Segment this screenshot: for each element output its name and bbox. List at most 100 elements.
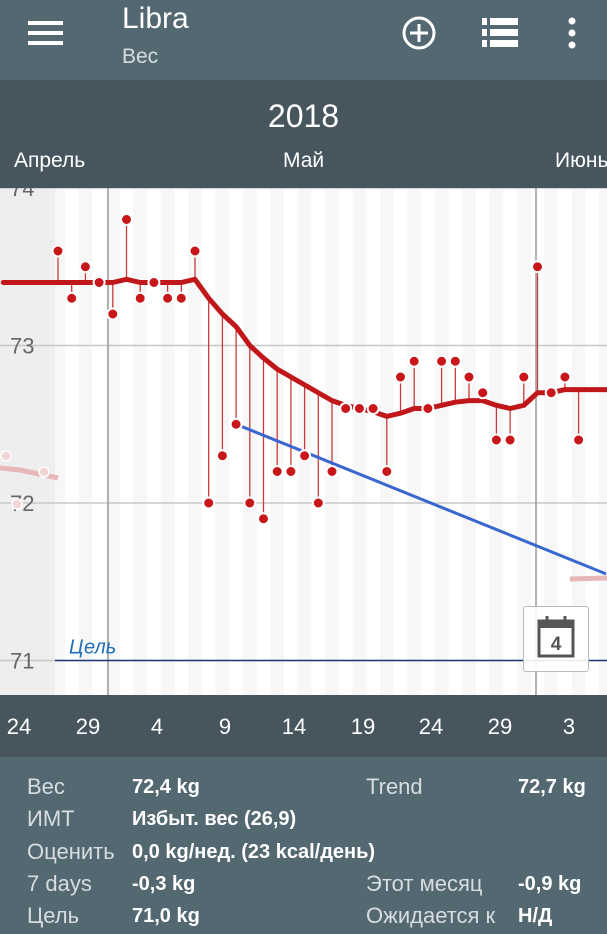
measurement-point[interactable] [503, 433, 517, 447]
day-band [229, 188, 243, 695]
stat-value-estimate: 0,0 kg/нед. (23 kcal/день) [132, 841, 376, 863]
measurement-point[interactable] [352, 402, 366, 415]
measurement-point[interactable] [229, 417, 243, 431]
day-band [366, 188, 380, 695]
day-band [119, 188, 134, 695]
x-tick-label: 19 [350, 714, 376, 739]
app-title: Libra [122, 2, 189, 35]
month-label: Апрель [14, 149, 86, 172]
measurement-point[interactable] [572, 433, 586, 447]
stat-label-trend: Trend [366, 774, 423, 799]
measurement-point[interactable] [366, 402, 380, 415]
more-vert-icon[interactable] [566, 17, 578, 49]
stat-value-trend: 72,7 kg [518, 776, 586, 798]
measurement-point[interactable] [448, 354, 462, 368]
measurement-point[interactable] [243, 496, 257, 510]
trend-line-faded [0, 465, 59, 481]
x-tick-label: 24 [6, 714, 32, 739]
measurement-point[interactable] [270, 465, 284, 478]
weight-chart-svg[interactable]: 74737271 Цель [0, 188, 607, 695]
weight-chart[interactable]: 74737271 Цель 4 [0, 188, 607, 695]
stat-label-bmi: ИМТ [27, 806, 75, 831]
measurement-point[interactable] [65, 291, 79, 305]
trend-line-faded [569, 575, 607, 582]
stat-label-7days: 7 days [27, 871, 92, 896]
day-band [475, 188, 490, 695]
measurement-point[interactable] [462, 370, 476, 384]
chart-header: 2018 Апрель Май Июнь [0, 80, 607, 188]
y-tick-label: 74 [10, 188, 34, 201]
measurement-point[interactable] [298, 449, 312, 463]
stat-label-goal: Цель [27, 903, 80, 928]
measurement-point[interactable] [78, 260, 92, 274]
measurement-point-faded [38, 466, 50, 478]
day-band [558, 188, 572, 695]
measurement-point[interactable] [311, 496, 325, 510]
stat-label-this-month: Этот месяц [366, 871, 483, 896]
measurement-point[interactable] [476, 386, 490, 400]
measurement-point[interactable] [161, 291, 175, 305]
measurement-point[interactable] [147, 276, 161, 289]
stats-panel: Вес 72,4 kg Trend 72,7 kg ИМТ Избыт. вес… [0, 757, 607, 934]
measurement-point[interactable] [489, 433, 503, 447]
stat-label-expected: Ожидается к [366, 903, 496, 928]
goal-label: Цель [69, 637, 116, 659]
stat-value-7days: -0,3 kg [132, 873, 196, 895]
measurement-point[interactable] [421, 402, 435, 415]
day-band [393, 188, 408, 695]
measurement-point[interactable] [339, 402, 353, 415]
stat-value-bmi: Избыт. вес (26,9) [132, 808, 297, 830]
stat-value-expected: Н/Д [518, 905, 553, 927]
hamburger-menu-icon[interactable] [28, 20, 64, 48]
measurement-point[interactable] [407, 354, 421, 368]
y-tick-label: 71 [10, 649, 34, 674]
measurement-point[interactable] [188, 244, 202, 258]
measurement-point[interactable] [558, 370, 572, 384]
stat-value-weight: 72,4 kg [132, 776, 200, 798]
x-axis: 24 29 4 9 14 19 24 29 3 [0, 695, 607, 757]
day-band [338, 188, 353, 695]
calendar-day: 4 [551, 634, 562, 655]
measurement-point[interactable] [435, 354, 449, 368]
measurement-point[interactable] [133, 291, 147, 305]
list-icon[interactable] [482, 18, 518, 48]
measurement-point[interactable] [92, 276, 106, 289]
measurement-point[interactable] [215, 449, 229, 463]
measurement-point[interactable] [325, 465, 339, 478]
day-band [421, 188, 435, 695]
measurement-point-faded [11, 498, 23, 510]
measurement-point[interactable] [120, 213, 133, 226]
measurement-point[interactable] [106, 307, 120, 321]
x-tick-label: 3 [562, 714, 576, 739]
measurement-point[interactable] [202, 496, 216, 510]
trend-line [0, 276, 607, 419]
stat-label-estimate: Оценить [27, 839, 115, 864]
measurement-point[interactable] [531, 260, 544, 274]
day-band [92, 188, 106, 695]
x-tick-label: 4 [150, 714, 164, 739]
measurement-point[interactable] [174, 291, 188, 305]
day-band [174, 188, 189, 695]
day-band [147, 188, 161, 695]
measurement-point[interactable] [284, 465, 298, 478]
day-band [530, 188, 545, 695]
x-tick-label: 29 [75, 714, 101, 739]
add-circle-icon[interactable] [401, 15, 437, 51]
measurement-point[interactable] [380, 465, 394, 478]
year-label: 2018 [267, 98, 340, 134]
measurement-point[interactable] [517, 370, 531, 384]
measurement-point[interactable] [51, 244, 65, 258]
measurement-point[interactable] [544, 386, 558, 400]
day-band [64, 188, 79, 695]
y-tick-label: 73 [10, 334, 34, 359]
calendar-button[interactable]: 4 [523, 606, 589, 672]
measurement-point-faded [0, 450, 12, 462]
stat-label-weight: Вес [27, 774, 65, 799]
measurement-point[interactable] [257, 512, 270, 526]
measurement-point[interactable] [394, 370, 407, 384]
month-label: Июнь [555, 149, 607, 172]
app-bar: Libra Вес [0, 0, 607, 80]
stat-value-goal: 71,0 kg [132, 905, 200, 927]
stat-value-this-month: -0,9 kg [518, 873, 582, 895]
day-band [448, 188, 463, 695]
